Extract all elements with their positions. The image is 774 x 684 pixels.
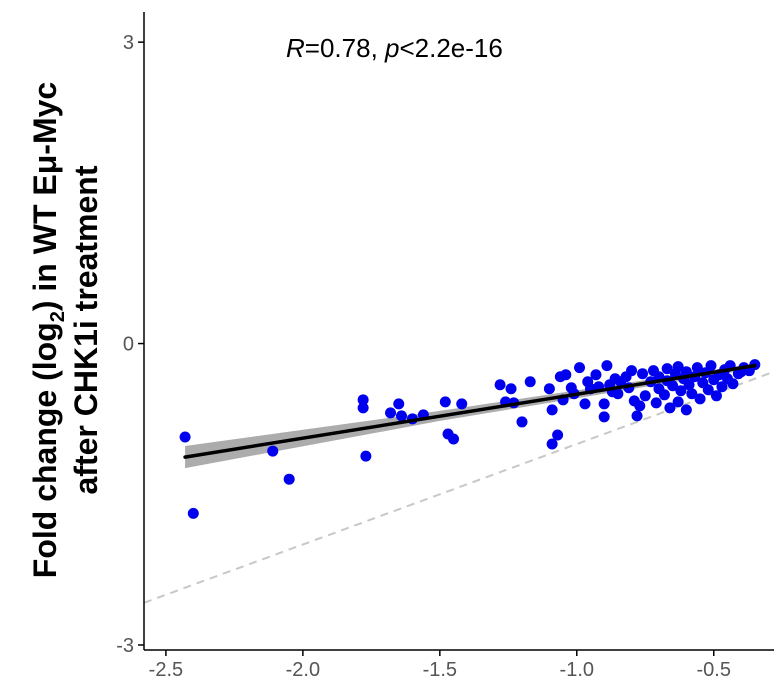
data-point [694,393,706,405]
data-point [598,411,610,423]
y-axis-label-subscript: 2 [47,311,69,322]
data-point [705,360,717,372]
data-point [601,360,613,372]
y-axis-label-line1: Fold change (log2) in WT Eμ-Myc [27,82,69,578]
data-point [439,396,451,408]
data-point [672,361,684,373]
data-point [612,388,624,400]
x-tick-label: -2.5 [149,659,183,681]
data-point [505,383,517,395]
data-point [393,398,405,410]
points-layer [179,359,761,519]
data-point [574,362,586,374]
data-point [598,398,610,410]
data-point [524,376,536,388]
data-point [590,369,602,381]
p-value: <2.2e-16 [399,33,502,63]
data-point [579,398,591,410]
data-point [686,388,698,400]
x-tick-label: -1.0 [560,659,594,681]
data-point [187,507,199,519]
data-point [543,383,555,395]
r-value: =0.78, [305,33,385,63]
axes-layer: -3 0 3 -2.5 -2.0 -1.5 -1.0 -0.5 [116,12,774,681]
data-point [716,381,728,393]
regression-line [183,363,757,459]
data-point [267,445,279,457]
x-tick-label: -0.5 [697,659,731,681]
data-point [658,389,670,401]
data-point [727,378,739,390]
data-point [702,384,714,396]
y-tick-label: 3 [123,32,134,54]
y-axis-label-suffix: ) in WT Eμ-Myc [27,82,63,311]
data-point [494,379,506,391]
data-point [639,390,651,402]
fit-line-layer [183,363,757,459]
p-symbol: p [384,33,399,63]
data-point [546,438,558,450]
data-point [360,450,372,462]
data-point [675,385,687,397]
data-point [357,402,369,414]
data-point [683,379,695,391]
r-symbol: R [286,33,305,63]
data-point [637,368,649,380]
data-point [634,400,646,412]
x-tick-label: -2.0 [286,659,320,681]
data-point [560,369,572,381]
y-axis-label-prefix: Fold change (log [27,322,63,578]
data-point [552,429,564,441]
data-point [395,410,407,422]
data-point [385,407,397,419]
data-point [179,431,191,443]
data-point [283,473,295,485]
data-point [672,396,684,408]
data-point [626,365,638,377]
data-point [664,402,676,414]
y-axis-label-line2: after CHK1i treatment [68,165,104,494]
data-point [448,433,460,445]
y-tick-label: -3 [116,635,134,657]
data-point [456,398,468,410]
correlation-annotation: R=0.78, p<2.2e-16 [286,33,503,63]
data-point [546,404,558,416]
data-point [650,397,662,409]
data-point [661,363,673,375]
y-tick-label: 0 [123,334,134,356]
data-point [710,390,722,402]
x-tick-label: -1.5 [423,659,457,681]
data-point [680,404,692,416]
data-point [357,394,369,406]
data-point [691,362,703,374]
data-point [516,416,528,428]
data-point [667,380,679,392]
data-point [631,410,643,422]
